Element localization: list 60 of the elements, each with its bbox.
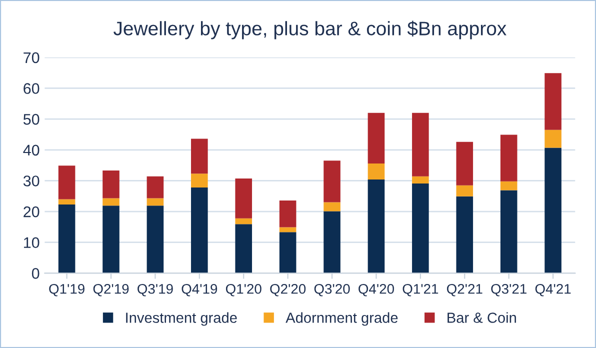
bar — [102, 198, 120, 206]
x-tick-label: Q3'20 — [314, 284, 350, 296]
bar — [279, 200, 296, 228]
bar — [456, 142, 474, 186]
bar — [368, 179, 385, 274]
bar — [544, 130, 562, 148]
x-tick-label: Q4'21 — [535, 284, 571, 296]
bar — [324, 202, 340, 212]
bar — [191, 174, 208, 188]
y-tick-label: 40 — [23, 144, 40, 156]
bar — [456, 196, 474, 274]
x-tick-label: Q1'19 — [49, 284, 84, 296]
bar — [58, 199, 76, 204]
bar — [102, 170, 120, 198]
x-tick-label: Q3'19 — [138, 284, 173, 296]
bar — [102, 206, 120, 274]
bar — [279, 232, 296, 274]
bar — [146, 176, 164, 198]
bar — [412, 183, 429, 274]
bar — [544, 148, 562, 274]
y-tick-label: 0 — [32, 268, 40, 279]
bar — [191, 187, 208, 274]
x-tick-label: Q2'20 — [270, 284, 306, 296]
y-tick-label: 60 — [24, 83, 40, 94]
bar — [412, 176, 429, 184]
x-tick-label: Q1'21 — [402, 284, 438, 296]
x-tick-label: Q3'21 — [491, 284, 526, 296]
y-tick-label: 70 — [24, 52, 40, 64]
bar — [191, 138, 208, 174]
y-tick-label: 50 — [23, 114, 40, 125]
bar — [279, 227, 296, 232]
legend-label: Bar & Coin — [448, 312, 516, 323]
bar — [146, 198, 164, 206]
y-tick-label: 10 — [24, 237, 40, 248]
bar — [368, 112, 385, 164]
bar — [500, 134, 518, 182]
bar — [324, 160, 340, 202]
chart-title: Jewellery by type, plus bar & coin $Bn approx — [114, 20, 506, 40]
bar — [500, 190, 518, 274]
bar — [235, 218, 252, 224]
bar — [368, 163, 385, 180]
x-tick-label: Q4'20 — [358, 284, 394, 296]
y-tick-label: 20 — [24, 206, 40, 218]
bar — [235, 224, 252, 274]
bar — [456, 185, 474, 196]
legend-label: Investment grade — [126, 312, 237, 326]
bar — [324, 211, 340, 274]
x-tick-label: Q2'21 — [446, 284, 482, 296]
x-tick-label: Q1'20 — [226, 284, 262, 296]
bar — [412, 112, 429, 176]
bar — [58, 166, 76, 200]
bar — [58, 204, 76, 274]
bar — [544, 73, 562, 130]
x-tick-label: Q2'19 — [93, 284, 129, 296]
legend-label: Adornment grade — [286, 312, 398, 326]
y-tick-label: 30 — [23, 176, 40, 186]
bar — [146, 206, 164, 274]
bar — [235, 178, 252, 218]
bar — [500, 181, 518, 190]
x-tick-label: Q4'19 — [182, 284, 218, 296]
